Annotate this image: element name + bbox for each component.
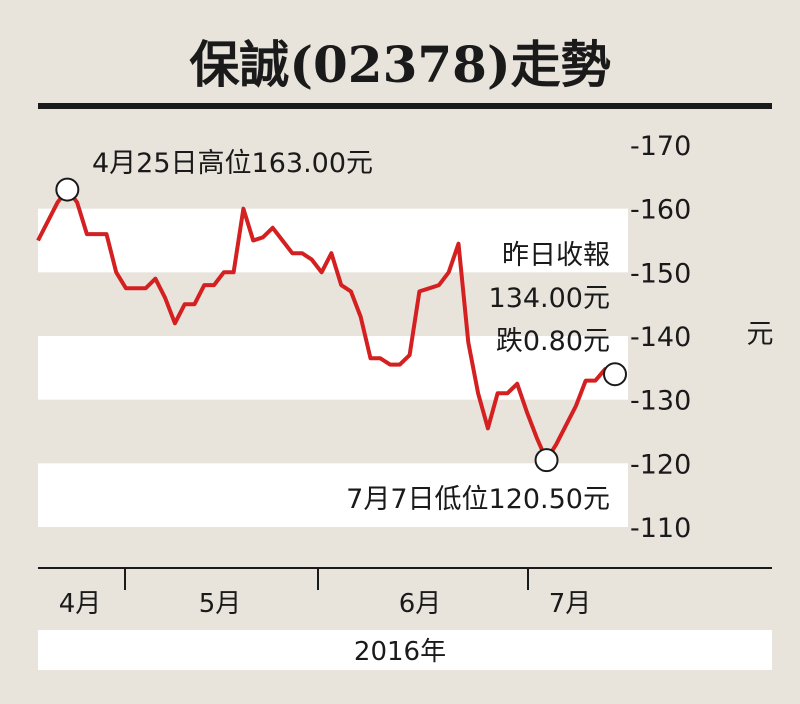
x-month-label: 5月 [199,589,242,619]
axes [38,567,772,590]
y-tick-label: -160 [630,195,691,226]
last-close-marker [603,362,627,387]
last-close-label-line3: 跌0.80元 [496,326,610,357]
y-tick-label: -170 [630,131,691,162]
year-band [38,630,772,670]
high-marker [55,177,80,202]
x-axis-months: 4月 5月 6月 7月 [59,589,592,619]
y-tick-label: -110 [630,513,691,544]
low-annotation-label: 7月7日低位120.50元 [346,484,610,515]
background-bands [38,208,628,527]
x-month-label: 6月 [399,589,442,619]
band-2 [38,463,628,527]
annotation-markers [55,177,627,473]
x-month-label: 7月 [549,589,592,619]
x-month-label: 4月 [59,589,102,619]
last-close-label-line1: 昨日收報 [502,240,610,271]
y-tick-label: -130 [630,386,691,417]
last-close-label-line2: 134.00元 [489,283,610,314]
price-line [36,187,616,463]
x-axis-year-label: 2016年 [354,637,446,667]
low-marker [534,448,559,473]
y-tick-label: -150 [630,258,691,289]
band-1 [38,336,628,400]
y-tick-label: -140 [630,322,691,353]
chart-title: 保誠(02378)走勢 [189,35,610,94]
high-annotation-label: 4月25日高位163.00元 [92,148,373,179]
y-axis-ticks: -170 -160 -150 -140 -130 -120 -110 [630,131,691,544]
y-tick-label: -120 [630,449,691,480]
price-line-layer [36,187,616,463]
y-axis-unit-label: 元 [747,319,774,350]
